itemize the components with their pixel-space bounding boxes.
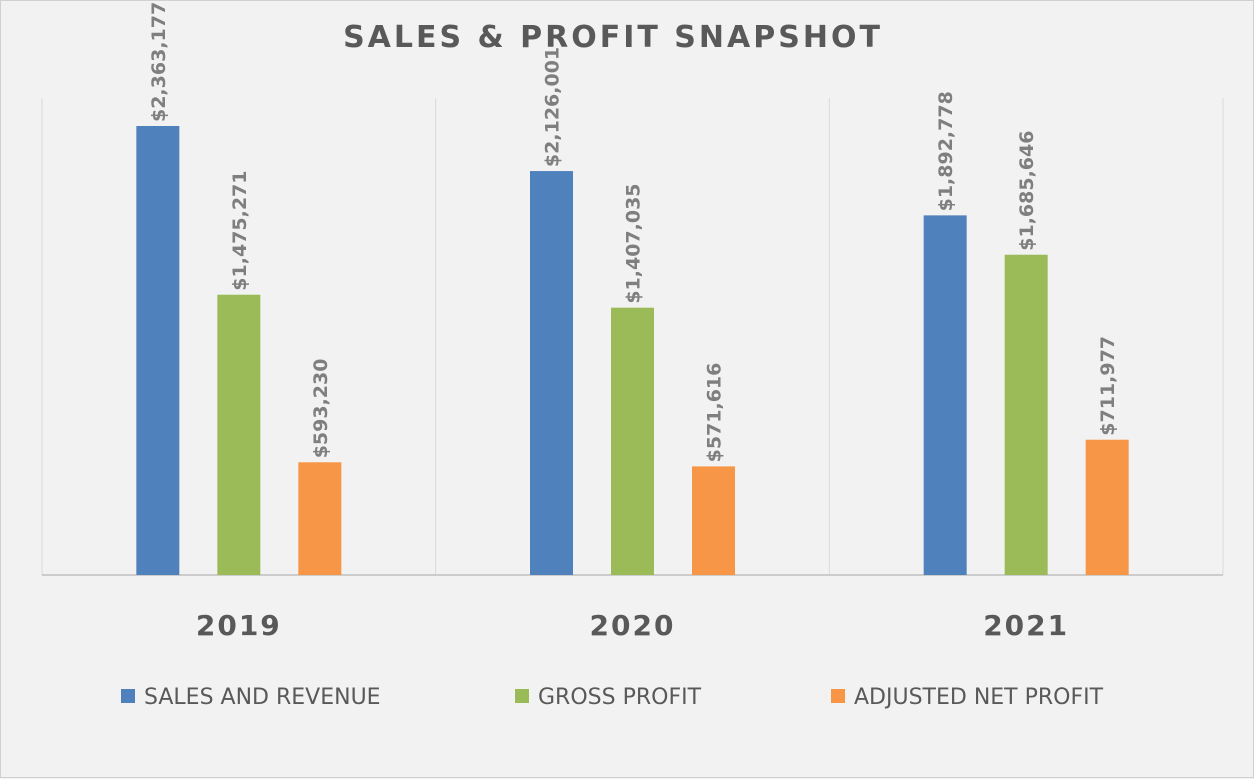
legend: SALES AND REVENUE GROSS PROFIT ADJUSTED NE… (121, 685, 1104, 710)
bar-2019-1 (217, 294, 261, 575)
data-label: $2,126,001 (542, 47, 564, 167)
data-label: $711,977 (1097, 336, 1119, 436)
chart-title: SALES & PROFIT SNAPSHOT (343, 20, 883, 55)
data-label: $2,363,177 (148, 2, 170, 122)
legend-label: GROSS PROFIT (538, 685, 702, 710)
category-label-2020: 2020 (590, 609, 676, 642)
data-label: $1,475,271 (229, 170, 251, 290)
legend-swatch (831, 689, 845, 703)
data-label: $593,230 (310, 359, 332, 459)
legend-label: ADJUSTED NET PROFIT (854, 685, 1104, 710)
data-label: $1,892,778 (935, 91, 957, 211)
bar-2021-0 (923, 215, 967, 575)
data-label: $1,685,646 (1016, 131, 1038, 251)
data-label: $1,407,035 (623, 183, 645, 303)
category-label-2019: 2019 (196, 609, 282, 642)
bar-2020-2 (692, 466, 735, 575)
plot-area: $2,363,177 $1,475,271 $593,230 2019 $2,126,0… (41, 2, 1224, 642)
bar-2020-0 (530, 171, 573, 575)
bar-2019-2 (298, 462, 342, 575)
legend-swatch (121, 689, 135, 703)
bar-2021-2 (1085, 439, 1129, 575)
legend-label: SALES AND REVENUE (144, 685, 381, 710)
legend-swatch (515, 689, 529, 703)
category-label-2021: 2021 (983, 609, 1069, 642)
bar-2021-1 (1004, 254, 1048, 575)
bar-2020-1 (611, 307, 654, 575)
data-label: $571,616 (704, 363, 726, 463)
bar-2019-0 (136, 126, 180, 575)
